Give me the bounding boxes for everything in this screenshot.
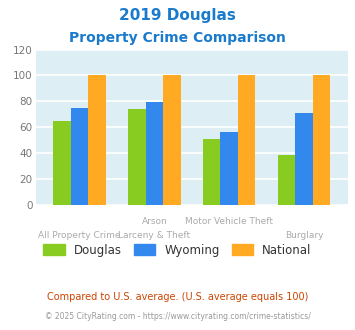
Text: Property Crime Comparison: Property Crime Comparison	[69, 31, 286, 45]
Bar	[295, 113, 313, 205]
Bar	[203, 139, 220, 205]
Text: 2019 Douglas: 2019 Douglas	[119, 8, 236, 23]
Legend: Douglas, Wyoming, National: Douglas, Wyoming, National	[39, 239, 316, 261]
Bar	[313, 75, 330, 205]
Bar	[53, 120, 71, 205]
Text: All Property Crime: All Property Crime	[38, 231, 121, 240]
Bar	[163, 75, 181, 205]
Bar	[238, 75, 256, 205]
Text: Burglary: Burglary	[285, 231, 323, 240]
Bar	[220, 132, 238, 205]
Bar	[146, 103, 163, 205]
Bar	[278, 155, 295, 205]
Bar	[88, 75, 106, 205]
Bar	[71, 108, 88, 205]
Text: Motor Vehicle Theft: Motor Vehicle Theft	[185, 217, 273, 226]
Text: © 2025 CityRating.com - https://www.cityrating.com/crime-statistics/: © 2025 CityRating.com - https://www.city…	[45, 312, 310, 321]
Bar	[128, 109, 146, 205]
Text: Arson: Arson	[141, 217, 167, 226]
Text: Larceny & Theft: Larceny & Theft	[118, 231, 190, 240]
Text: Compared to U.S. average. (U.S. average equals 100): Compared to U.S. average. (U.S. average …	[47, 292, 308, 302]
